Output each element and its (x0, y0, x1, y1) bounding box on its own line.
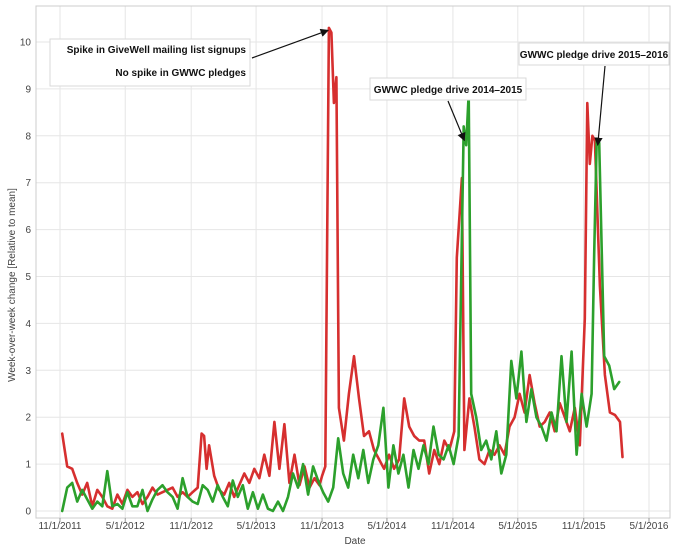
y-tick-label: 4 (25, 319, 31, 330)
annotation-arrow (594, 65, 606, 147)
series-line-1 (60, 92, 621, 513)
y-tick-label: 2 (25, 413, 31, 424)
y-tick-label: 7 (25, 178, 31, 189)
x-tick-label: 5/1/2012 (106, 521, 145, 532)
annotation-arrow (251, 28, 329, 59)
annotation-drive-2014: GWWC pledge drive 2014–2015 (374, 85, 523, 96)
annotation-box-drive-2015 (518, 42, 670, 66)
x-tick-label: 11/1/2014 (431, 521, 475, 532)
y-tick-label: 6 (25, 225, 31, 236)
annotation-drive-2015: GWWC pledge drive 2015–2016 (520, 50, 669, 61)
grid (35, 5, 671, 519)
annotation-no-pledge-spike: No spike in GWWC pledges (115, 68, 246, 79)
axes: Date Week-over-week change [Relative to … (7, 38, 669, 548)
x-tick-label: 5/1/2016 (630, 521, 669, 532)
x-tick-label: 5/1/2014 (367, 521, 406, 532)
y-axis-label: Week-over-week change [Relative to mean] (7, 188, 18, 382)
annotation-arrow (447, 100, 466, 142)
x-tick-label: 5/1/2013 (237, 521, 276, 532)
annotation-box-mailing (49, 38, 251, 87)
y-tick-label: 1 (25, 460, 31, 471)
x-tick-label: 5/1/2015 (498, 521, 537, 532)
x-tick-label: 11/1/2011 (38, 521, 81, 532)
plot-frame (35, 5, 671, 519)
annotation-box-drive-2014 (369, 77, 527, 101)
x-tick-label: 11/1/2013 (300, 521, 344, 532)
x-tick-label: 11/1/2015 (562, 521, 606, 532)
y-tick-label: 10 (20, 38, 32, 49)
y-tick-label: 3 (25, 366, 31, 377)
annotations: Spike in GiveWell mailing list signups N… (49, 28, 670, 147)
annotation-mailing-spike: Spike in GiveWell mailing list signups (67, 45, 247, 56)
x-axis-label: Date (344, 536, 366, 547)
y-tick-label: 5 (25, 272, 31, 283)
y-tick-label: 0 (25, 507, 31, 518)
y-tick-label: 9 (25, 84, 31, 95)
series-group (60, 26, 624, 513)
y-tick-label: 8 (25, 131, 31, 142)
x-tick-label: 11/1/2012 (169, 521, 213, 532)
